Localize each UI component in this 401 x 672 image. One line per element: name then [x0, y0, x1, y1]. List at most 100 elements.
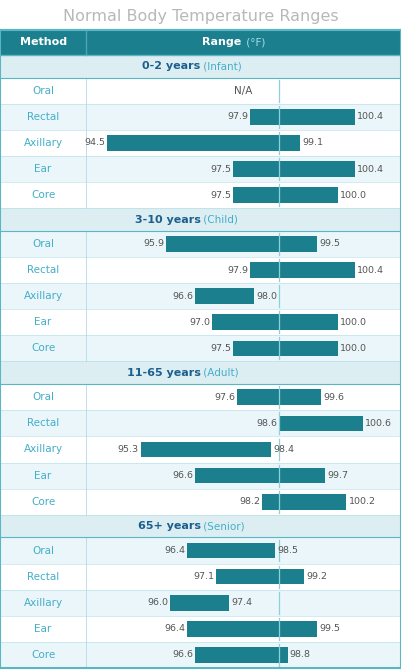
Bar	[237, 389, 321, 405]
Text: Oral: Oral	[32, 239, 54, 249]
Bar	[0, 156, 401, 182]
Bar	[195, 468, 326, 483]
Text: Core: Core	[31, 190, 55, 200]
Bar	[0, 411, 401, 436]
Text: 95.3: 95.3	[117, 445, 139, 454]
Bar	[0, 78, 401, 103]
Text: 97.4: 97.4	[231, 598, 252, 607]
Bar	[0, 589, 401, 616]
Bar	[216, 569, 304, 585]
Text: 97.5: 97.5	[210, 344, 231, 353]
Text: Range: Range	[203, 38, 242, 48]
Text: 11-65 years: 11-65 years	[127, 368, 200, 378]
Text: 96.6: 96.6	[172, 292, 193, 300]
Text: Rectal: Rectal	[27, 265, 59, 275]
Text: 0-2 years: 0-2 years	[142, 61, 200, 71]
Text: Core: Core	[31, 343, 55, 353]
Text: 99.7: 99.7	[328, 471, 348, 480]
Bar	[0, 564, 401, 589]
Bar	[212, 314, 338, 330]
Text: 97.5: 97.5	[210, 165, 231, 173]
Text: Ear: Ear	[34, 317, 52, 327]
Text: Axillary: Axillary	[24, 597, 63, 607]
Text: Core: Core	[31, 497, 55, 507]
Text: Axillary: Axillary	[24, 444, 63, 454]
Text: Oral: Oral	[32, 392, 54, 403]
Text: 99.5: 99.5	[319, 624, 340, 633]
Bar	[0, 616, 401, 642]
Text: Ear: Ear	[34, 470, 52, 480]
Text: 3-10 years: 3-10 years	[135, 214, 200, 224]
Text: (Child): (Child)	[200, 214, 238, 224]
Text: (°F): (°F)	[243, 38, 265, 48]
Bar	[263, 494, 346, 509]
Text: Rectal: Rectal	[27, 572, 59, 581]
Text: 100.4: 100.4	[357, 265, 384, 275]
Text: 65+ years: 65+ years	[138, 521, 200, 531]
Text: Axillary: Axillary	[24, 138, 63, 148]
Bar	[0, 257, 401, 283]
Text: 96.0: 96.0	[147, 598, 168, 607]
Text: 98.5: 98.5	[277, 546, 298, 555]
Bar	[0, 335, 401, 362]
Bar	[0, 362, 401, 384]
Bar	[0, 462, 401, 489]
Text: 97.9: 97.9	[227, 265, 248, 275]
Bar	[0, 384, 401, 411]
Text: 99.2: 99.2	[306, 572, 328, 581]
Bar	[0, 436, 401, 462]
Text: Ear: Ear	[34, 624, 52, 634]
Text: 97.9: 97.9	[227, 112, 248, 122]
Text: 100.0: 100.0	[340, 344, 367, 353]
Bar	[166, 236, 317, 252]
Bar	[0, 642, 401, 668]
Bar	[170, 595, 229, 611]
Text: 98.4: 98.4	[273, 445, 294, 454]
Text: Rectal: Rectal	[27, 112, 59, 122]
Text: Axillary: Axillary	[24, 291, 63, 301]
Text: 97.1: 97.1	[193, 572, 214, 581]
Bar	[141, 442, 271, 458]
Bar	[279, 415, 363, 431]
Text: 97.6: 97.6	[214, 392, 235, 402]
Bar	[0, 283, 401, 309]
Text: 96.4: 96.4	[164, 624, 185, 633]
Text: (Adult): (Adult)	[200, 368, 239, 378]
Text: 98.2: 98.2	[239, 497, 261, 506]
Text: 96.6: 96.6	[172, 650, 193, 659]
Bar	[0, 231, 401, 257]
Text: 100.4: 100.4	[357, 165, 384, 173]
Bar	[250, 109, 355, 125]
Text: 97.0: 97.0	[189, 318, 210, 327]
Text: 95.9: 95.9	[143, 239, 164, 249]
Bar	[0, 309, 401, 335]
Bar	[0, 103, 401, 130]
Text: Method: Method	[20, 38, 67, 48]
Text: 100.2: 100.2	[348, 497, 375, 506]
Text: Core: Core	[31, 650, 55, 660]
Text: Rectal: Rectal	[27, 419, 59, 428]
Text: Normal Body Temperature Ranges: Normal Body Temperature Ranges	[63, 9, 338, 24]
Text: 98.0: 98.0	[256, 292, 277, 300]
Bar	[0, 55, 401, 78]
Text: 99.1: 99.1	[302, 138, 323, 147]
Text: 99.6: 99.6	[323, 392, 344, 402]
Text: (Senior): (Senior)	[200, 521, 245, 531]
Bar	[250, 262, 355, 278]
Bar	[233, 187, 338, 203]
Bar	[233, 341, 338, 356]
Text: (Infant): (Infant)	[200, 61, 242, 71]
Text: 100.6: 100.6	[365, 419, 392, 428]
Bar	[0, 182, 401, 208]
Text: N/A: N/A	[235, 86, 253, 95]
Bar	[187, 621, 317, 636]
Text: 100.0: 100.0	[340, 191, 367, 200]
Bar	[0, 489, 401, 515]
Text: 96.4: 96.4	[164, 546, 185, 555]
Bar	[107, 135, 300, 151]
Bar	[0, 208, 401, 231]
Bar	[0, 538, 401, 564]
Text: 100.0: 100.0	[340, 318, 367, 327]
Bar	[0, 130, 401, 156]
Text: Oral: Oral	[32, 86, 54, 95]
